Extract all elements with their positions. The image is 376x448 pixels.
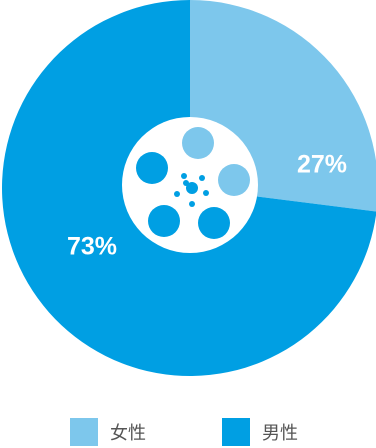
legend-label-male: 男性 <box>262 423 298 444</box>
reel-dot-2 <box>199 175 205 181</box>
slice-labels: 27% 73% <box>67 151 347 261</box>
reel-dot-5 <box>174 191 180 197</box>
reel-dot-6 <box>183 180 189 186</box>
legend-swatch-female <box>70 418 98 446</box>
reel-dot-3 <box>203 190 209 196</box>
legend-label-female: 女性 <box>110 423 146 444</box>
reel-hole-3 <box>198 207 230 239</box>
reel-dot-1 <box>181 173 187 179</box>
legend-item-female: 女性 <box>70 418 146 446</box>
reel-hole-2 <box>218 164 250 196</box>
legend-swatch-male <box>222 418 250 446</box>
reel-hole-4 <box>148 205 180 237</box>
reel-hole-5 <box>136 152 168 184</box>
legend-item-male: 男性 <box>222 418 298 446</box>
film-reel-icon <box>122 117 258 253</box>
slice-label-female: 27% <box>297 151 347 179</box>
legend: 女性 男性 <box>0 418 376 446</box>
reel-dot-4 <box>189 201 195 207</box>
slice-label-male: 73% <box>67 233 117 261</box>
reel-hole-1 <box>182 127 214 159</box>
reel-hub <box>186 182 198 194</box>
